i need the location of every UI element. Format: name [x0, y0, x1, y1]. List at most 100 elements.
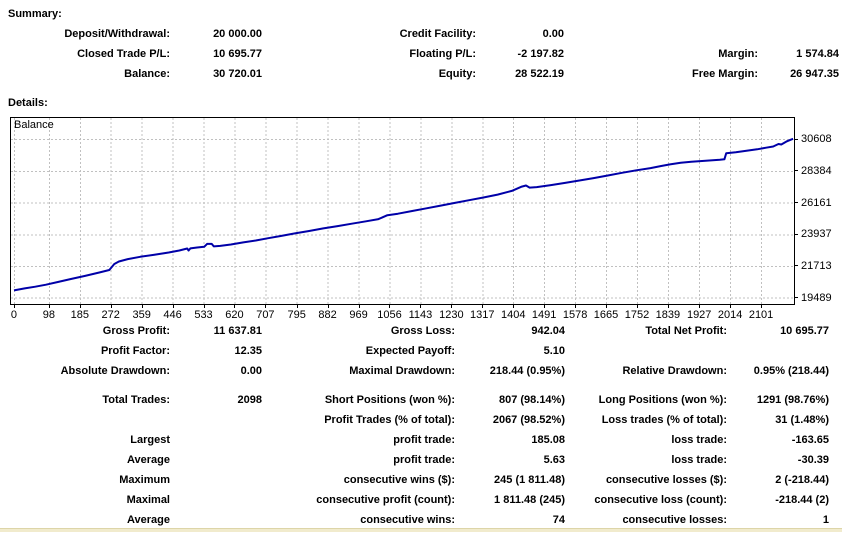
x-axis-tick — [172, 305, 174, 308]
y-tick-label: 19489 — [801, 291, 832, 304]
stat-label: Balance: — [124, 68, 170, 80]
stat-value: 5.63 — [543, 454, 565, 466]
x-axis-tick — [699, 305, 701, 308]
details-row: Maximal consecutive profit (count): 1 81… — [0, 490, 829, 510]
x-tick-label: 882 — [318, 309, 337, 321]
stat-label: Gross Loss: — [390, 325, 455, 337]
y-tick-label: 21713 — [801, 259, 832, 272]
stat-label: Free Margin: — [691, 68, 758, 80]
stat-label: Loss trades (% of total): — [601, 414, 727, 426]
stat-value: 807 (98.14%) — [498, 394, 565, 406]
stat-label: Total Net Profit: — [645, 325, 727, 337]
y-tick-label: 30608 — [801, 133, 832, 146]
stat-value: 2 (-218.44) — [775, 474, 829, 486]
stat-value: 185.08 — [531, 434, 565, 446]
stat-label: consecutive wins ($): — [343, 474, 455, 486]
stat-label: consecutive wins: — [360, 514, 455, 526]
x-axis-tick — [389, 305, 391, 308]
x-tick-label: 533 — [194, 309, 213, 321]
stat-value: 1291 (98.76%) — [756, 394, 829, 406]
x-tick-label: 1665 — [593, 309, 619, 321]
stat-value: 74 — [552, 514, 565, 526]
balance-line-svg — [11, 118, 794, 304]
stat-label: Relative Drawdown: — [622, 365, 727, 377]
stat-label: consecutive profit (count): — [316, 494, 455, 506]
stat-label: Short Positions (won %): — [324, 394, 455, 406]
y-axis-labels: 19489 21713 23937 26161 28384 30608 — [795, 118, 842, 304]
stat-value: -218.44 (2) — [775, 494, 829, 506]
x-tick-label: 359 — [132, 309, 151, 321]
stat-label: consecutive losses: — [622, 514, 727, 526]
y-axis-tick — [795, 202, 798, 204]
x-axis-tick — [636, 305, 638, 308]
stat-label: Gross Profit: — [102, 325, 170, 337]
details-row: Average consecutive wins: 74 consecutive… — [0, 510, 829, 530]
stat-value: 5.10 — [543, 345, 565, 357]
stat-label: Credit Facility: — [399, 28, 476, 40]
x-axis-tick — [110, 305, 112, 308]
stat-label: Margin: — [718, 48, 758, 60]
x-tick-label: 2101 — [748, 309, 774, 321]
stat-value: 2067 (98.52%) — [492, 414, 565, 426]
y-axis-tick — [795, 233, 798, 235]
x-tick-label: 1578 — [562, 309, 588, 321]
stat-label: profit trade: — [393, 434, 455, 446]
x-axis-tick — [513, 305, 515, 308]
stat-value: 0.00 — [542, 28, 564, 40]
details-row: Absolute Drawdown: 0.00 Maximal Drawdown… — [0, 361, 829, 381]
x-axis-tick — [761, 305, 763, 308]
stat-label: Deposit/Withdrawal: — [64, 28, 170, 40]
x-axis-tick — [730, 305, 732, 308]
next-section-separator — [0, 528, 842, 532]
x-tick-label: 272 — [101, 309, 120, 321]
x-axis-tick — [358, 305, 360, 308]
x-axis-tick — [667, 305, 669, 308]
x-tick-label: 969 — [349, 309, 368, 321]
stat-label: Average — [126, 454, 170, 466]
summary-row: Deposit/Withdrawal: 20 000.00 Credit Fac… — [0, 24, 839, 44]
stat-value: -163.65 — [791, 434, 829, 446]
stat-value: 11 637.81 — [213, 325, 262, 337]
stat-label: Profit Trades (% of total): — [324, 414, 455, 426]
stat-value: 1 574.84 — [796, 48, 839, 60]
y-axis-tick — [795, 265, 798, 267]
details-row: Profit Factor: 12.35 Expected Payoff: 5.… — [0, 341, 829, 361]
x-tick-label: 1491 — [531, 309, 557, 321]
chart-series-label: Balance — [14, 119, 54, 131]
stat-value: 0.95% (218.44) — [753, 365, 829, 377]
x-tick-label: 185 — [70, 309, 89, 321]
stat-label: Largest — [130, 434, 170, 446]
y-axis-tick — [795, 138, 798, 140]
stat-value: 26 947.35 — [790, 68, 839, 80]
x-axis-tick — [234, 305, 236, 308]
x-axis-tick — [544, 305, 546, 308]
x-tick-label: 2014 — [717, 309, 743, 321]
stat-value: -2 197.82 — [517, 48, 564, 60]
x-axis-labels: 0 98 185 272 359 446 533 620 707 795 882 969 1056 114… — [11, 305, 794, 322]
balance-chart: Balance 19489 21713 23937 26161 28384 30608 0… — [10, 117, 842, 322]
stat-value: 218.44 (0.95%) — [489, 365, 565, 377]
chart-plot: Balance — [10, 117, 795, 305]
stat-label: consecutive losses ($): — [605, 474, 727, 486]
stat-label: profit trade: — [393, 454, 455, 466]
stat-value: 1 — [822, 514, 829, 526]
x-axis-tick — [451, 305, 453, 308]
details-row: Total Trades: 2098 Short Positions (won … — [0, 390, 829, 410]
stat-value: 20 000.00 — [213, 28, 262, 40]
x-axis-tick — [203, 305, 205, 308]
x-tick-label: 1839 — [655, 309, 681, 321]
stat-value: 28 522.19 — [515, 68, 564, 80]
stat-label: Total Trades: — [102, 394, 170, 406]
x-axis-tick — [606, 305, 608, 308]
stat-value: -30.39 — [797, 454, 829, 466]
stat-label: Long Positions (won %): — [598, 394, 727, 406]
stat-label: Expected Payoff: — [365, 345, 455, 357]
stat-label: Floating P/L: — [409, 48, 476, 60]
stat-label: loss trade: — [671, 454, 727, 466]
x-tick-label: 1143 — [408, 309, 433, 321]
stat-label: Maximal — [126, 494, 170, 506]
y-tick-label: 28384 — [801, 164, 832, 177]
x-tick-label: 98 — [42, 309, 55, 321]
stat-label: Average — [126, 514, 170, 526]
stat-value: 942.04 — [531, 325, 565, 337]
